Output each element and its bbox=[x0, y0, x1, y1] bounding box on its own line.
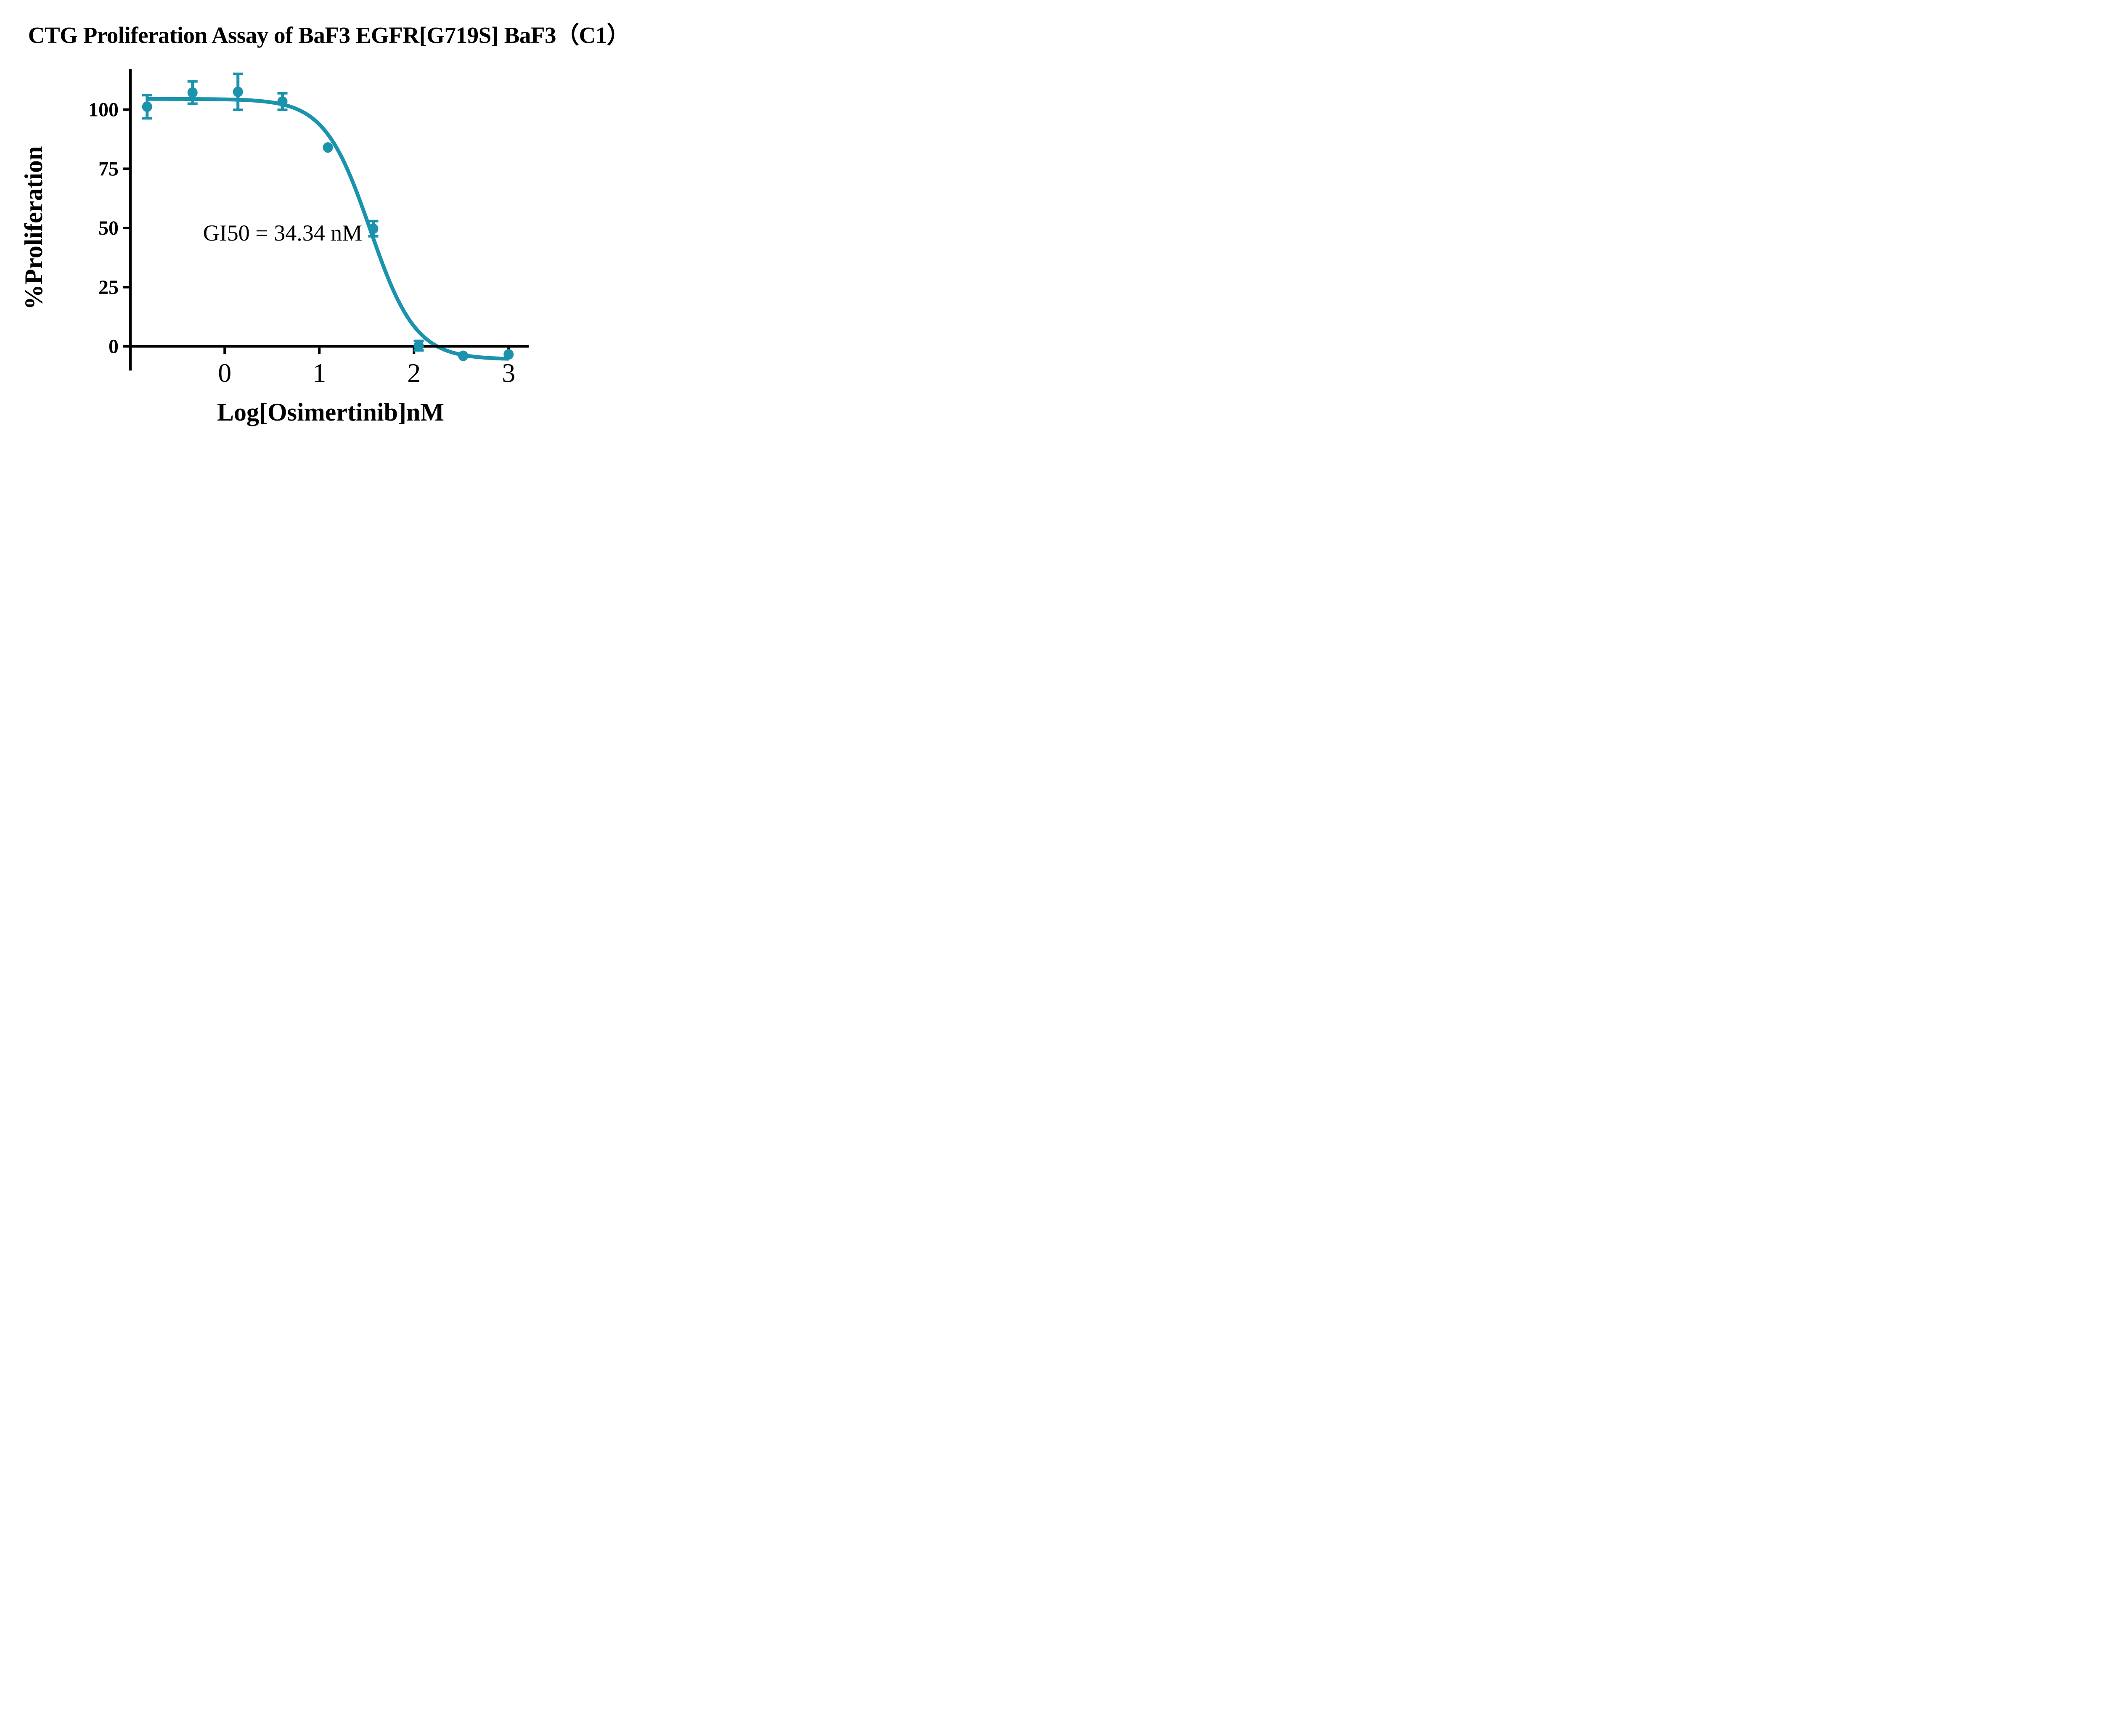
data-point-marker bbox=[187, 87, 198, 98]
chart-title: CTG Proliferation Assay of BaF3 EGFR[G71… bbox=[28, 22, 630, 48]
dose-response-plot: %Proliferation Log[Osimertinib]nM GI50 =… bbox=[20, 69, 529, 426]
y-tick-label: 0 bbox=[109, 336, 119, 358]
data-point-marker bbox=[413, 340, 424, 351]
y-tick-label: 75 bbox=[98, 158, 119, 180]
y-axis-title: %Proliferation bbox=[20, 146, 48, 310]
figure-canvas: CTG Proliferation Assay of BaF3 EGFR[G71… bbox=[0, 0, 658, 434]
data-point-marker bbox=[323, 142, 333, 153]
x-axis-title: Log[Osimertinib]nM bbox=[217, 398, 444, 426]
data-point-marker bbox=[277, 96, 288, 107]
gi50-annotation: GI50 = 34.34 nM bbox=[203, 220, 362, 246]
y-tick-label: 50 bbox=[98, 217, 119, 239]
data-point-marker bbox=[458, 350, 469, 361]
plot-generated-layer: 0 25 50 75 100 0 1 2 3 bbox=[88, 69, 529, 388]
x-tick-label: 2 bbox=[407, 358, 421, 388]
data-point-marker bbox=[503, 349, 514, 360]
data-point-marker bbox=[142, 101, 152, 112]
y-tick-label: 25 bbox=[98, 276, 119, 299]
x-tick-label: 1 bbox=[313, 358, 326, 388]
y-tick-label: 100 bbox=[88, 99, 119, 121]
fit-curve bbox=[147, 97, 509, 361]
x-tick-label: 0 bbox=[218, 358, 231, 388]
x-tick-label: 3 bbox=[502, 358, 515, 388]
data-point-marker bbox=[368, 223, 379, 234]
data-point-marker bbox=[233, 86, 243, 97]
